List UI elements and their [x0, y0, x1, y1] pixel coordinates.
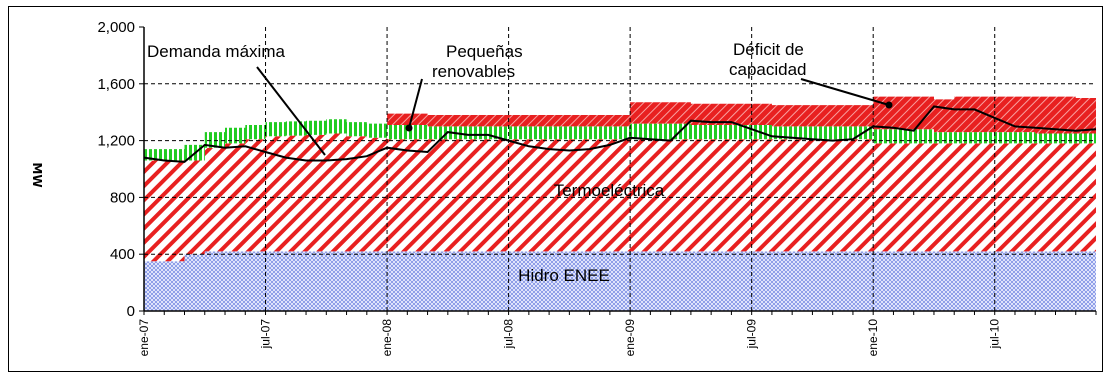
x-tick-label: jul-08	[502, 319, 516, 350]
x-tick-label: ene-10	[866, 319, 880, 357]
x-tick-label: ene-09	[623, 319, 637, 357]
deficit-pointer	[800, 78, 890, 106]
y-tick-label: 2,000	[97, 19, 135, 36]
annotation-pequenas-line2: renovables	[432, 62, 515, 81]
y-axis-label: MW	[30, 162, 44, 187]
x-tick-label: ene-07	[137, 319, 151, 357]
area-renovables	[144, 119, 1096, 161]
demanda-pointer	[256, 66, 326, 156]
annotation-hidro: Hidro ENEE	[518, 266, 610, 285]
x-tick-label: jul-10	[988, 319, 1002, 350]
chart-frame: 0 400 800 1,200 1,600 2,000 ene-07 jul-07 ene-0…	[8, 6, 1103, 372]
annotation-termo: Termoeléctrica	[554, 181, 665, 200]
y-tick-label: 800	[110, 189, 135, 206]
area-hidro	[144, 251, 1096, 311]
y-tick-label: 1,600	[97, 76, 135, 93]
x-tick-label: jul-09	[745, 319, 759, 350]
y-axis: 0 400 800 1,200 1,600 2,000	[97, 19, 145, 320]
deficit-marker	[885, 101, 893, 109]
annotation-deficit-line2: capacidad	[729, 60, 807, 79]
annotation-deficit-line1: Déficit de	[733, 40, 804, 59]
y-tick-label: 0	[127, 303, 135, 320]
stacked-areas	[144, 96, 1096, 311]
x-tick-label: jul-07	[259, 319, 273, 350]
area-deficit	[144, 96, 1096, 150]
pequenas-marker	[405, 124, 413, 132]
demanda-maxima-line	[143, 105, 1097, 163]
annotation-pequenas-line1: Pequeñas	[446, 42, 523, 61]
y-tick-label: 1,200	[97, 133, 135, 150]
y-tick-label: 400	[110, 246, 135, 263]
demand-line-layer	[143, 105, 1097, 163]
x-tick-label: ene-08	[380, 319, 394, 357]
annotation-demanda: Demanda máxima	[147, 42, 285, 61]
pequenas-pointer	[408, 78, 423, 129]
x-axis: ene-07 jul-07 ene-08 jul-08 ene-09 jul-09 ene-…	[137, 310, 1097, 357]
annotations: Demanda máxima Pequeñas renovables Défic…	[147, 40, 893, 285]
